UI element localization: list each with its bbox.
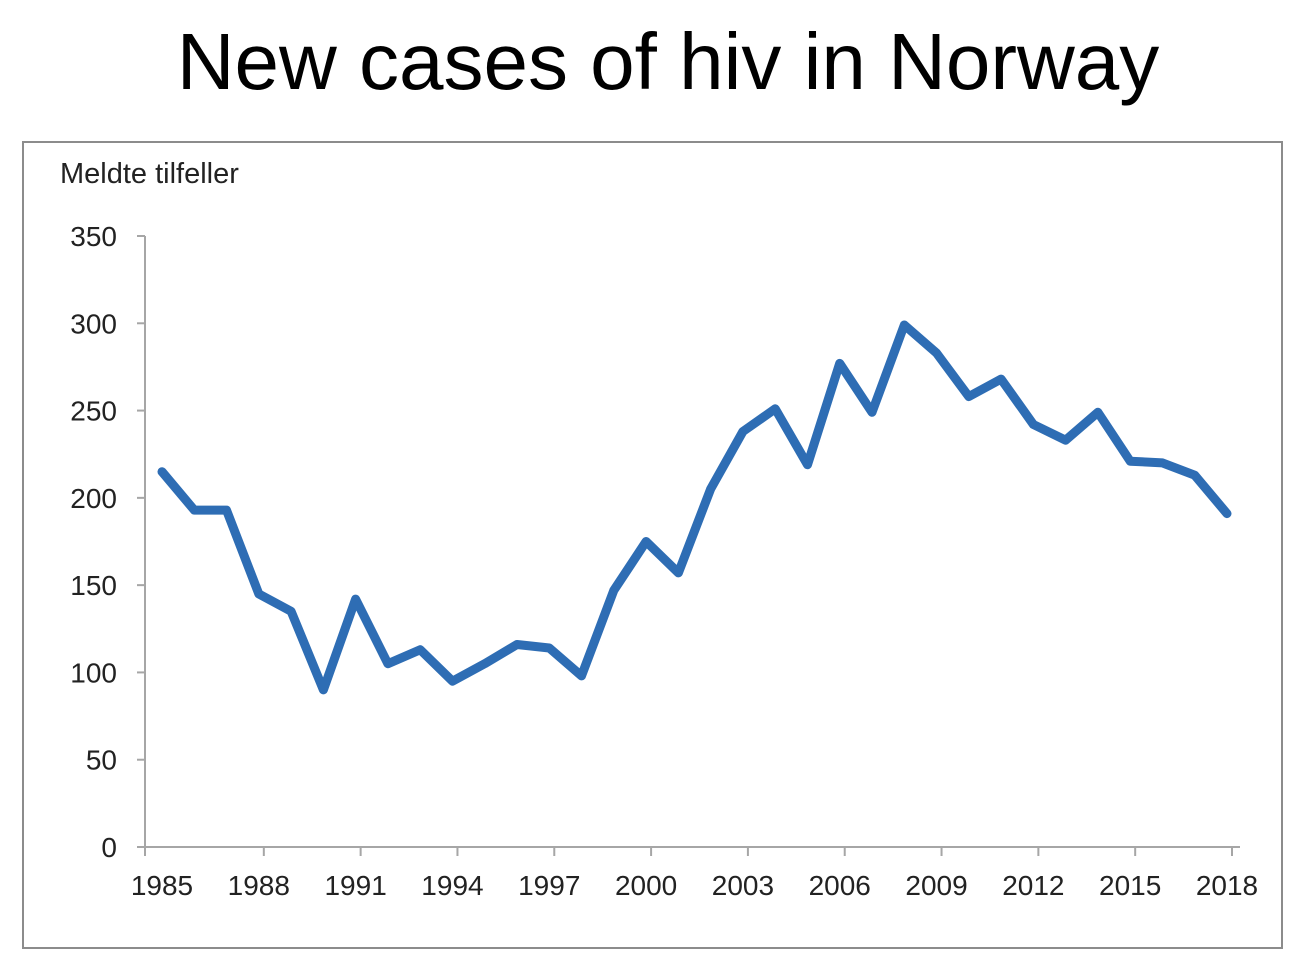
x-tick-label: 1985 <box>131 870 193 901</box>
x-tick-label: 1988 <box>228 870 290 901</box>
x-tick-label: 2009 <box>905 870 967 901</box>
x-tick-label: 2015 <box>1099 870 1161 901</box>
y-tick-label: 200 <box>70 483 117 514</box>
x-tick-label: 2006 <box>809 870 871 901</box>
x-tick-label: 2003 <box>712 870 774 901</box>
x-tick-label: 2018 <box>1196 870 1258 901</box>
x-tick-label: 1997 <box>518 870 580 901</box>
y-tick-label: 350 <box>70 221 117 252</box>
x-tick-label: 2000 <box>615 870 677 901</box>
series-line <box>157 320 1232 695</box>
y-tick-label: 100 <box>70 657 117 688</box>
y-axis-label: Meldte tilfeller <box>60 158 239 190</box>
y-axis-ticks: 0 50 100 150 200 250 300 350 <box>70 221 145 863</box>
series-group <box>157 320 1232 695</box>
x-tick-label: 1991 <box>324 870 386 901</box>
y-tick-label: 0 <box>101 832 117 863</box>
axes <box>144 236 1240 848</box>
x-axis-ticks: 1985 1988 1991 1994 1997 2000 2003 2006 2009 2012… <box>131 847 1258 901</box>
y-tick-label: 300 <box>70 308 117 339</box>
y-tick-label: 250 <box>70 396 117 427</box>
y-tick-label: 150 <box>70 570 117 601</box>
x-tick-label: 1994 <box>421 870 483 901</box>
x-tick-label: 2012 <box>1002 870 1064 901</box>
chart-title: New cases of hiv in Norway <box>176 17 1160 106</box>
y-tick-label: 50 <box>86 745 117 776</box>
